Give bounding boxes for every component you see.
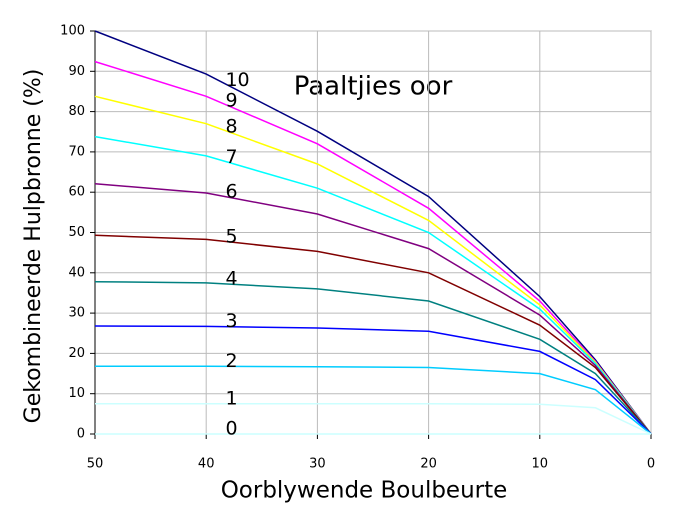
x-axis-title: Oorblywende Boulbeurte [221, 478, 508, 504]
series-line [94, 325, 652, 435]
x-tick-label: 50 [87, 457, 104, 472]
y-tick-label: 90 [68, 64, 85, 79]
y-axis-title: Gekombineerde Hulpbronne (%) [21, 69, 46, 424]
y-tick-label: 0 [77, 427, 85, 442]
series-label: 5 [225, 225, 237, 247]
x-tick-label: 20 [420, 457, 437, 472]
y-tick-label: 20 [68, 346, 85, 361]
series-label: 10 [225, 69, 249, 91]
y-tick-label: 70 [68, 144, 85, 159]
series-label: 1 [225, 387, 237, 409]
annotation: Paaltjies oor [294, 72, 453, 102]
y-tick-label: 30 [68, 306, 85, 321]
series-line [94, 30, 652, 435]
y-tick-label: 60 [68, 185, 85, 200]
x-tick-label: 40 [198, 457, 215, 472]
x-tick-label: 10 [532, 457, 549, 472]
series-line [95, 403, 652, 435]
x-tick-label: 0 [647, 457, 655, 472]
y-tick-label: 50 [68, 225, 85, 240]
series-line [94, 280, 652, 435]
series-label: 6 [225, 181, 237, 203]
series-line [94, 135, 652, 435]
series-line [94, 95, 652, 435]
y-tick-label: 40 [68, 265, 85, 280]
series-label: 8 [225, 115, 237, 137]
series-label: 7 [225, 146, 237, 168]
y-tick-label: 80 [68, 104, 85, 119]
series-line [95, 365, 652, 435]
series-label: 0 [225, 418, 237, 440]
series-label: 9 [225, 89, 237, 111]
y-tick-label: 10 [68, 386, 85, 401]
x-tick-label: 30 [309, 457, 326, 472]
series-label: 3 [225, 310, 237, 332]
series-label: 4 [225, 268, 237, 290]
series-line [94, 234, 652, 435]
series-line [94, 182, 652, 435]
y-tick-label: 100 [60, 24, 85, 39]
series-label: 2 [225, 350, 237, 372]
